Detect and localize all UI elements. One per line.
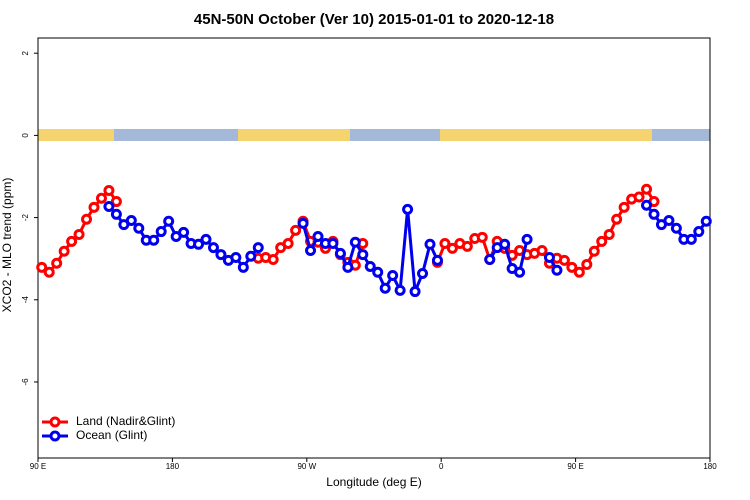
point xyxy=(58,245,70,257)
point xyxy=(566,261,578,273)
point xyxy=(110,196,122,208)
point xyxy=(536,244,548,256)
point xyxy=(611,213,623,225)
point xyxy=(81,213,93,225)
x-tick-label: 180 xyxy=(703,462,717,471)
point xyxy=(267,254,279,266)
point xyxy=(73,228,85,240)
point xyxy=(252,242,264,254)
point xyxy=(178,226,190,238)
point xyxy=(207,242,219,254)
point xyxy=(618,201,630,213)
point xyxy=(43,266,55,278)
point xyxy=(573,266,585,278)
point xyxy=(484,254,496,266)
point xyxy=(641,199,653,211)
point xyxy=(334,247,346,259)
point xyxy=(685,233,697,245)
point xyxy=(596,235,608,247)
point xyxy=(402,203,414,215)
point xyxy=(125,214,137,226)
point xyxy=(581,258,593,270)
x-tick-label: 0 xyxy=(439,462,444,471)
point xyxy=(514,266,526,278)
y-tick-label: 2 xyxy=(21,50,30,55)
legend-marker xyxy=(49,430,61,442)
legend-label: Land (Nadir&Glint) xyxy=(76,414,175,428)
x-axis-label: Longitude (deg E) xyxy=(326,475,421,489)
point xyxy=(327,237,339,249)
point xyxy=(163,215,175,227)
point xyxy=(230,251,242,263)
point xyxy=(499,238,511,250)
point xyxy=(387,270,399,282)
point xyxy=(476,231,488,243)
x-tick-label: 90 E xyxy=(567,462,583,471)
x-tick-label: 180 xyxy=(166,462,180,471)
y-tick-label: -2 xyxy=(21,213,30,221)
point xyxy=(543,251,555,263)
point xyxy=(290,224,302,236)
point xyxy=(103,200,115,212)
legend-label: Ocean (Glint) xyxy=(76,428,147,442)
point xyxy=(417,267,429,279)
x-tick-label: 90 W xyxy=(297,462,316,471)
point xyxy=(521,233,533,245)
point xyxy=(349,236,361,248)
point xyxy=(148,234,160,246)
point xyxy=(357,249,369,261)
point xyxy=(155,226,167,238)
point xyxy=(88,201,100,213)
point xyxy=(633,191,645,203)
point xyxy=(588,245,600,257)
y-tick-label: -4 xyxy=(21,296,30,304)
point xyxy=(603,228,615,240)
point xyxy=(379,282,391,294)
point xyxy=(51,257,63,269)
point xyxy=(700,215,712,227)
point xyxy=(193,238,205,250)
point xyxy=(372,266,384,278)
point xyxy=(95,192,107,204)
point xyxy=(103,184,115,196)
point xyxy=(409,286,421,298)
point xyxy=(297,217,309,229)
point xyxy=(648,208,660,220)
point xyxy=(641,183,653,195)
point xyxy=(424,238,436,250)
point xyxy=(245,250,257,262)
point xyxy=(215,249,227,261)
point xyxy=(558,254,570,266)
point xyxy=(446,242,458,254)
point xyxy=(693,226,705,238)
point xyxy=(394,284,406,296)
y-tick-label: -6 xyxy=(21,378,30,386)
plot-frame xyxy=(37,37,711,459)
point xyxy=(66,235,78,247)
point xyxy=(670,222,682,234)
point xyxy=(133,222,145,234)
point xyxy=(364,260,376,272)
chart-title: 45N-50N October (Ver 10) 2015-01-01 to 2… xyxy=(194,11,554,28)
y-axis-label: XCO2 - MLO trend (ppm) xyxy=(0,178,14,313)
land-ocean-strip xyxy=(38,129,710,141)
point xyxy=(439,237,451,249)
legend-marker xyxy=(49,416,61,428)
point xyxy=(551,264,563,276)
point xyxy=(342,261,354,273)
point xyxy=(36,261,48,273)
point xyxy=(110,208,122,220)
x-tick-label: 90 E xyxy=(30,462,46,471)
point xyxy=(200,233,212,245)
point xyxy=(663,214,675,226)
point xyxy=(431,254,443,266)
point xyxy=(312,230,324,242)
point xyxy=(461,240,473,252)
point xyxy=(282,237,294,249)
y-tick-label: 0 xyxy=(21,133,30,138)
point xyxy=(305,244,317,256)
point xyxy=(237,261,249,273)
